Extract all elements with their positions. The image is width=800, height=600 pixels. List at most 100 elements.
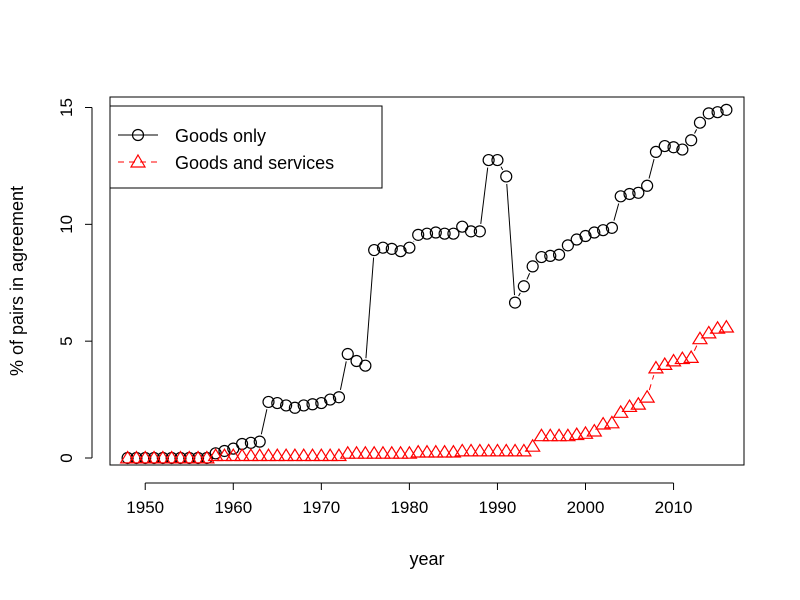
data-point [394, 245, 407, 258]
data-point [357, 445, 374, 459]
data-point [674, 351, 691, 365]
x-tick-label: 2010 [655, 498, 693, 517]
data-point [462, 443, 480, 457]
data-point [570, 233, 583, 246]
data-point [225, 448, 242, 462]
data-point [588, 226, 601, 239]
legend-marker-goods-only [131, 128, 145, 142]
data-point [639, 389, 656, 403]
data-point [313, 448, 330, 462]
data-point [280, 399, 293, 412]
data-point [471, 443, 488, 457]
data-point [341, 347, 354, 361]
series-line-segment [694, 129, 698, 134]
data-point [366, 445, 383, 459]
data-point [376, 241, 390, 254]
data-point [145, 450, 163, 464]
data-point [579, 229, 592, 243]
data-point [322, 448, 339, 462]
y-tick-label: 15 [57, 98, 76, 117]
data-point [586, 423, 603, 437]
series-line-segment [365, 257, 375, 359]
data-point [482, 153, 495, 167]
data-point [181, 450, 198, 464]
x-tick-label: 1980 [390, 498, 428, 517]
data-point [641, 179, 654, 192]
data-point [216, 448, 233, 462]
data-point [623, 187, 636, 201]
data-point [438, 227, 451, 240]
data-point [480, 443, 497, 457]
series-1 [119, 319, 735, 464]
data-point [551, 428, 568, 442]
data-point [306, 398, 319, 411]
data-point [383, 445, 400, 459]
data-point [552, 248, 566, 261]
data-point [683, 349, 700, 363]
data-point [568, 426, 585, 441]
legend-box [109, 105, 383, 189]
data-point [253, 435, 266, 448]
data-point [304, 448, 321, 462]
data-point [559, 428, 576, 442]
legend-marker-goods-and-services [129, 153, 147, 168]
data-point [649, 145, 663, 159]
x-tick-label: 2000 [567, 498, 605, 517]
data-point [269, 448, 286, 462]
data-point [119, 450, 136, 464]
data-point [271, 396, 284, 410]
data-point [374, 445, 392, 459]
series-line-segment [518, 292, 521, 297]
data-point [447, 227, 460, 240]
y-tick-label: 0 [57, 453, 76, 462]
data-point [454, 443, 471, 457]
legend-label-goods-and-services: Goods and services [175, 153, 334, 173]
data-point [658, 139, 671, 153]
series-line-segment [339, 361, 347, 390]
x-tick-label: 1960 [214, 498, 252, 517]
data-point [137, 450, 154, 464]
data-point [533, 428, 550, 442]
data-point [154, 450, 171, 464]
data-point [517, 280, 530, 293]
data-point [234, 448, 251, 462]
series-line-segment [648, 375, 655, 391]
data-point [524, 438, 541, 452]
data-point [128, 450, 145, 464]
series-line-segment [613, 203, 620, 221]
data-point [500, 170, 513, 183]
series-line-segment [506, 183, 516, 296]
data-point [436, 444, 453, 458]
data-point [720, 103, 733, 116]
data-point [209, 447, 222, 460]
data-point [718, 319, 735, 333]
legend-label-goods-only: Goods only [175, 126, 266, 146]
data-point [489, 443, 506, 457]
legend: Goods only Goods and services [109, 105, 383, 189]
data-point [260, 448, 277, 462]
data-point [412, 228, 425, 241]
data-point [526, 260, 539, 273]
x-tick-label: 1950 [126, 498, 164, 517]
data-point [667, 141, 680, 154]
data-point [491, 153, 504, 167]
data-point [614, 190, 627, 203]
data-point [403, 241, 416, 254]
data-point [392, 445, 409, 459]
data-point [278, 448, 295, 462]
x-axis: 1950 1960 1970 1980 1990 2000 2010 [126, 482, 693, 517]
x-tick-label: 1990 [479, 498, 517, 517]
data-point [315, 396, 328, 410]
data-point [429, 226, 442, 239]
series-line-segment [693, 345, 698, 351]
data-point [702, 107, 715, 120]
data-point [163, 450, 180, 464]
data-point [621, 398, 638, 413]
data-point [401, 445, 418, 459]
data-point [207, 448, 224, 462]
data-point [508, 296, 522, 309]
series-line-segment [500, 166, 504, 171]
series-line-segment [648, 159, 655, 179]
data-point [288, 401, 302, 414]
